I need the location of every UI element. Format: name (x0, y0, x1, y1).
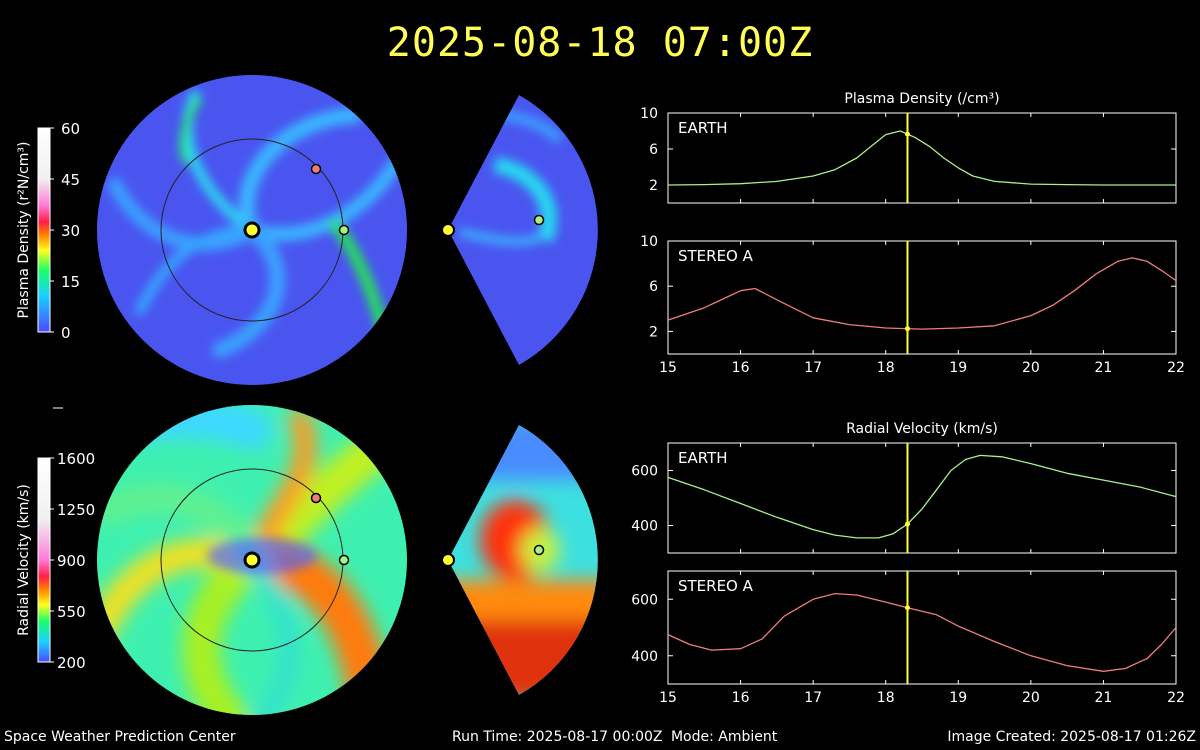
velocity-ecliptic-map (97, 405, 407, 715)
footer-org: Space Weather Prediction Center (4, 729, 236, 745)
cursor-value-marker (904, 605, 910, 611)
density-colorbar-tick: 30 (61, 222, 80, 240)
density-meridional-map (448, 95, 598, 365)
sun-marker (441, 553, 455, 567)
velocity-colorbar-tick: 1600 (57, 450, 95, 468)
stereo-a-marker (310, 492, 322, 504)
x-tick-label: 22 (1167, 690, 1185, 706)
plot-frame (667, 240, 1177, 355)
footer-run-info: Run Time: 2025-08-17 00:00Z Mode: Ambien… (452, 729, 781, 745)
y-tick-label: 10 (640, 106, 658, 122)
density-colorbar: 60 45 30 15 0 Plasma Density (r²N/cm³) (16, 120, 80, 342)
y-tick-label: 10 (640, 234, 658, 250)
x-tick-label: 18 (877, 360, 895, 376)
velocity-colorbar-tick: 900 (57, 552, 86, 570)
velocity-colorbar-tick: 550 (57, 603, 86, 621)
cursor-value-marker (904, 326, 910, 332)
series-line (667, 592, 1177, 672)
x-tick-label: 18 (877, 690, 895, 706)
cursor-value-marker (904, 521, 910, 527)
sun-marker (243, 221, 261, 239)
x-tick-label: 16 (732, 690, 750, 706)
footer-created: Image Created: 2025-08-17 01:26Z (947, 729, 1196, 745)
density-colorbar-tick: 60 (61, 120, 80, 138)
x-tick-label: 22 (1167, 360, 1185, 376)
y-tick-label: 6 (649, 279, 658, 295)
x-tick-label: 21 (1095, 690, 1113, 706)
x-tick-label: 16 (732, 360, 750, 376)
y-tick-label: 400 (631, 519, 658, 535)
series-line (667, 257, 1177, 330)
earth-marker (533, 544, 545, 556)
y-tick-label: 2 (649, 178, 658, 194)
panel-label: EARTH (678, 119, 728, 137)
plot-frame (667, 112, 1177, 204)
panel-label: STEREO A (678, 247, 754, 265)
velocity-colorbar: 1600 1250 900 550 200 Radial Velocity (k… (16, 450, 95, 672)
cursor-value-marker (904, 131, 910, 137)
velocity-meridional-map (448, 425, 598, 695)
panel-label: EARTH (678, 449, 728, 467)
velocity-colorbar-tick: 200 (57, 654, 86, 672)
velocity-colorbar-tick: 1250 (57, 501, 95, 519)
page-title: 2025-08-18 07:00Z (386, 20, 814, 66)
x-tick-label: 19 (949, 690, 967, 706)
plot-frame (667, 442, 1177, 554)
velocity-colorbar-label: Radial Velocity (km/s) (16, 484, 32, 636)
bodies (243, 163, 545, 569)
x-tick-label: 17 (804, 360, 822, 376)
footer-run-time: Run Time: 2025-08-17 00:00Z (452, 729, 663, 745)
x-tick-label: 20 (1022, 690, 1040, 706)
x-tick-label: 20 (1022, 360, 1040, 376)
sun-marker (441, 223, 455, 237)
density-colorbar-ticks: 60 45 30 15 0 (50, 120, 80, 342)
density-colorbar-label: Plasma Density (r²N/cm³) (16, 142, 32, 319)
x-tick-label: 15 (659, 690, 677, 706)
chart-title: Plasma Density (/cm³) (844, 91, 999, 107)
density-colorbar-tick: 15 (61, 273, 80, 291)
density-colorbar-tick: 0 (61, 324, 71, 342)
x-tick-label: 15 (659, 360, 677, 376)
y-tick-label: 6 (649, 142, 658, 158)
stereo-a-marker (310, 163, 322, 175)
earth-marker (338, 554, 350, 566)
footer-mode: Mode: Ambient (670, 729, 778, 745)
y-tick-label: 2 (649, 324, 658, 340)
time-series-charts: Plasma Density (/cm³) 10 6 2 EARTH 10 6 2 STEREO… (631, 91, 1185, 706)
y-tick-label: 600 (631, 464, 658, 480)
y-tick-label: 600 (631, 592, 658, 608)
x-tick-label: 21 (1095, 360, 1113, 376)
earth-marker (533, 214, 545, 226)
chart-title: Radial Velocity (km/s) (846, 421, 998, 437)
panel-label: STEREO A (678, 577, 754, 595)
series-line (667, 454, 1177, 539)
earth-marker (338, 224, 350, 236)
x-tick-label: 17 (804, 690, 822, 706)
y-tick-label: 400 (631, 649, 658, 665)
sun-marker (243, 551, 261, 569)
density-colorbar-tick: 45 (61, 171, 80, 189)
series-line (667, 130, 1176, 186)
x-tick-label: 19 (949, 360, 967, 376)
